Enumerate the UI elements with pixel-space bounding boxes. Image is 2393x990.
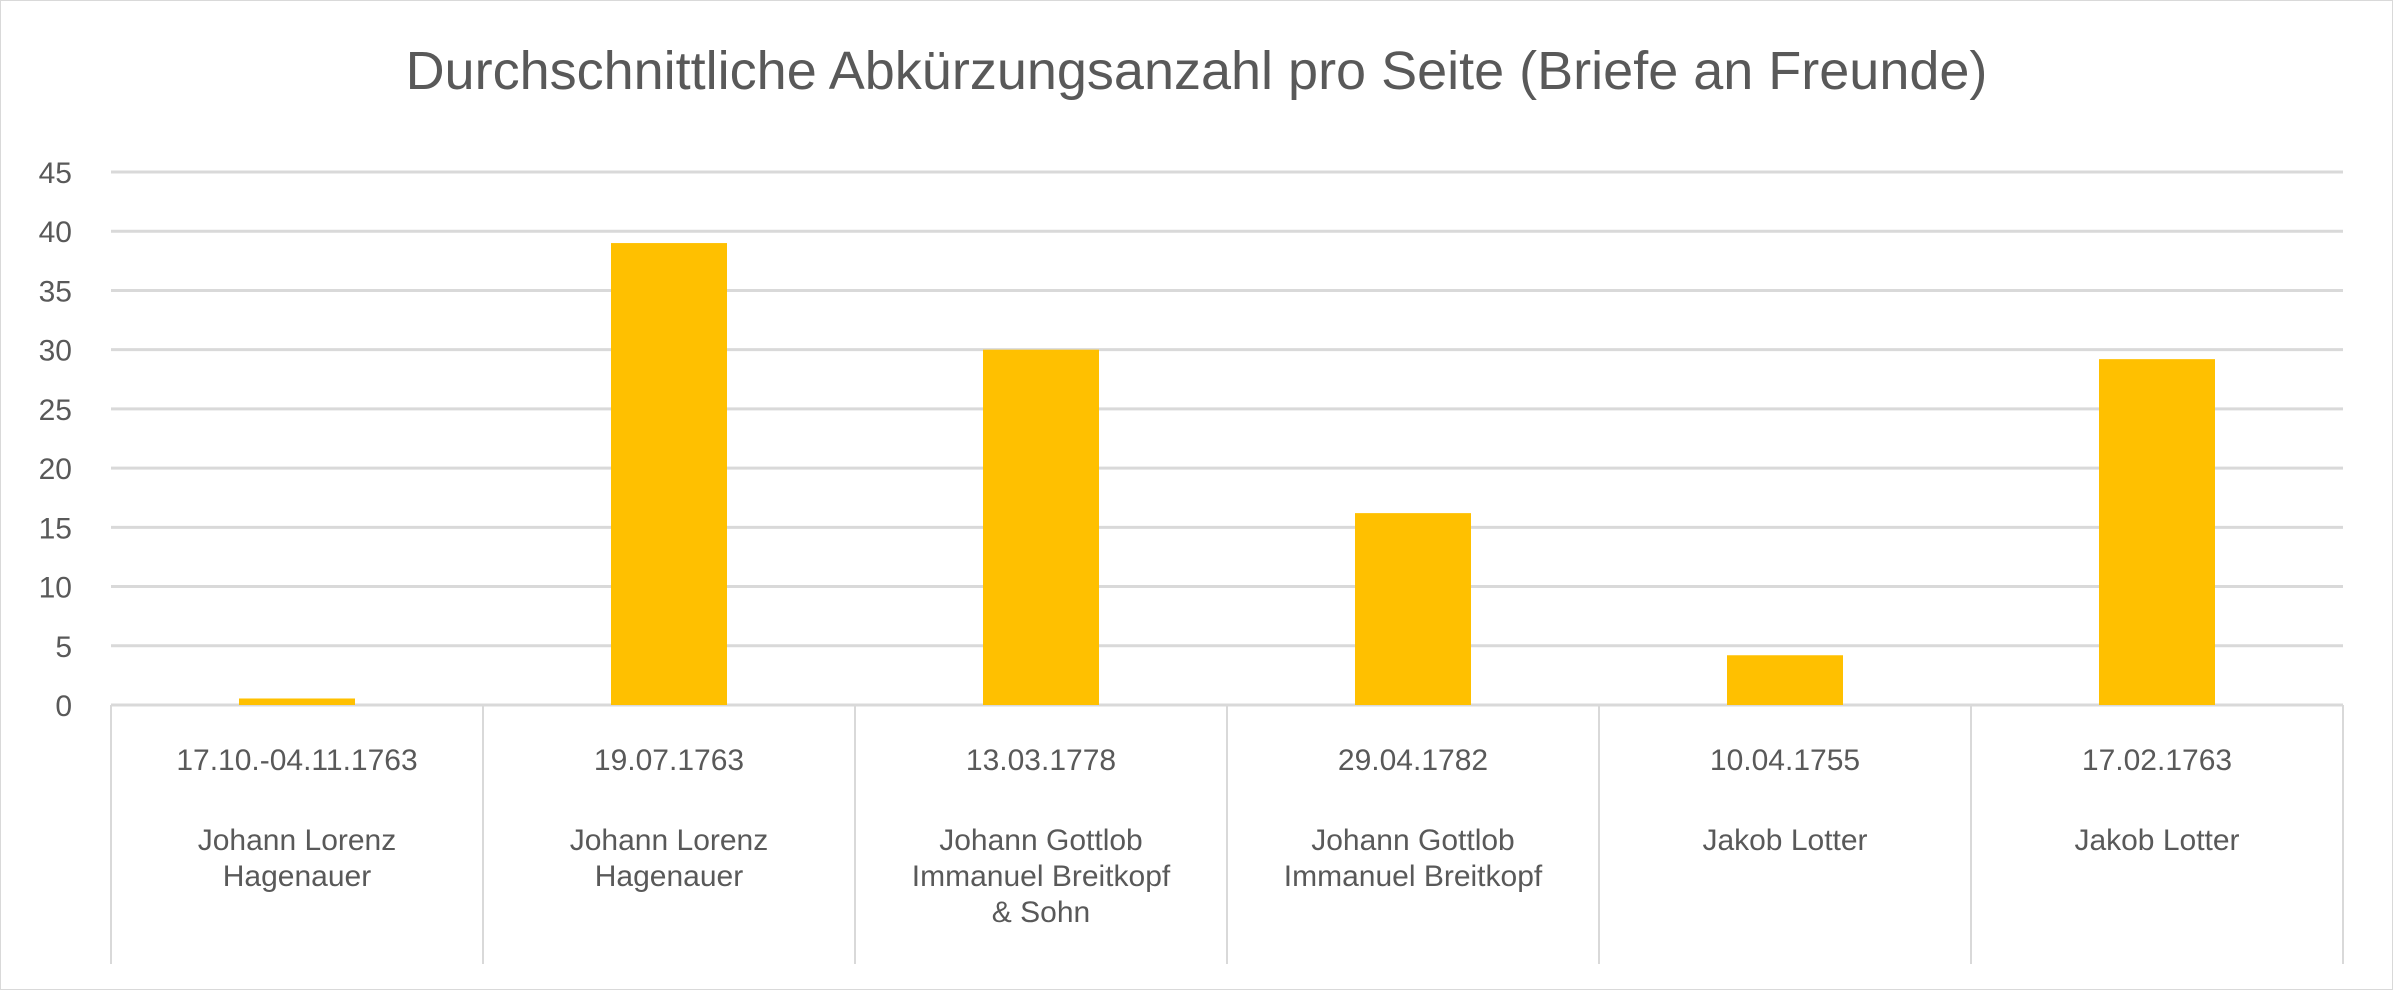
y-tick-label: 30 <box>39 335 72 368</box>
x-tick-date: 13.03.1778 <box>966 744 1116 777</box>
y-tick-label: 40 <box>39 216 72 249</box>
y-tick-label: 5 <box>55 631 72 664</box>
x-tick-date: 29.04.1782 <box>1338 744 1488 777</box>
bar <box>1727 655 1843 705</box>
x-tick-name: Johann Gottlob <box>939 824 1142 857</box>
x-tick-date: 19.07.1763 <box>594 744 744 777</box>
x-tick-name: Johann Lorenz <box>570 824 769 857</box>
bar <box>2099 359 2215 705</box>
y-tick-label: 0 <box>55 690 72 723</box>
x-tick-date: 17.02.1763 <box>2082 744 2232 777</box>
bar <box>1355 513 1471 705</box>
y-tick-label: 25 <box>39 394 72 427</box>
y-tick-label: 20 <box>39 453 72 486</box>
y-tick-label: 45 <box>39 157 72 190</box>
x-tick-name: Hagenauer <box>595 860 743 893</box>
x-tick-name: Immanuel Breitkopf <box>912 860 1171 893</box>
bar <box>239 698 355 705</box>
x-tick-name: Immanuel Breitkopf <box>1284 860 1543 893</box>
chart-title: Durchschnittliche Abkürzungsanzahl pro S… <box>405 41 1988 101</box>
x-tick-date: 17.10.-04.11.1763 <box>176 744 417 777</box>
x-tick-date: 10.04.1755 <box>1710 744 1860 777</box>
x-tick-name: Jakob Lotter <box>2074 824 2239 857</box>
y-tick-label: 35 <box>39 275 72 308</box>
x-tick-name: Jakob Lotter <box>1702 824 1867 857</box>
bar <box>983 349 1099 705</box>
x-tick-name: Johann Gottlob <box>1311 824 1514 857</box>
x-tick-name: Hagenauer <box>223 860 371 893</box>
x-tick-name: Johann Lorenz <box>198 824 397 857</box>
y-tick-label: 10 <box>39 572 72 605</box>
y-tick-label: 15 <box>39 512 72 545</box>
bar <box>611 243 727 706</box>
x-tick-name: & Sohn <box>992 896 1090 929</box>
